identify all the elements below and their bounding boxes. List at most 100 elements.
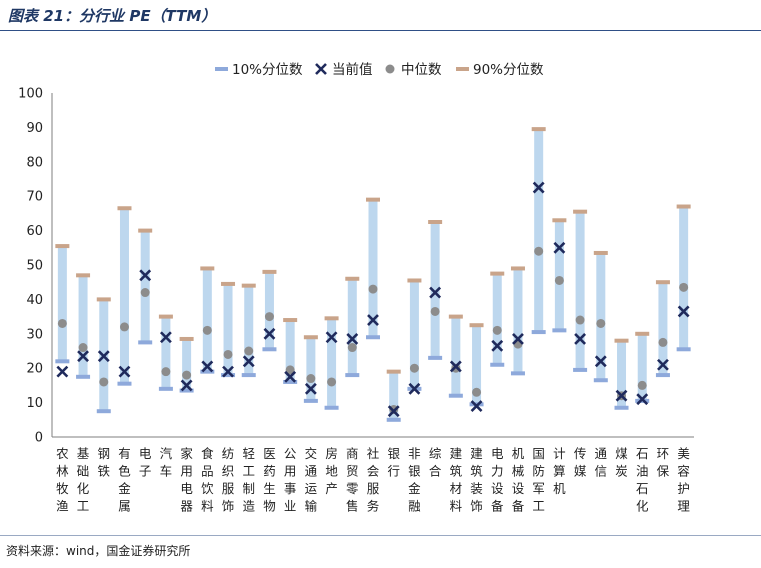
- range-bar: [223, 283, 233, 376]
- pe-range-chart: 10%分位数 当前值 中位数 90%分位数 0 10 20 30 40 50 60 70 80 90 10…: [18, 61, 694, 514]
- median-marker: [202, 325, 212, 335]
- median-marker: [679, 282, 689, 292]
- p10-marker: [573, 367, 588, 372]
- category-group: [324, 316, 339, 410]
- legend-label: 当前值: [332, 61, 373, 78]
- range-bar: [264, 271, 274, 350]
- range-bar: [554, 220, 564, 331]
- p10-marker: [138, 340, 153, 345]
- current-marker: [77, 350, 89, 363]
- p90-marker: [345, 276, 360, 281]
- p90-marker: [490, 271, 505, 276]
- p90-marker: [655, 280, 670, 285]
- p90-marker: [531, 127, 546, 132]
- x-tick-label: 交通运输: [305, 446, 318, 514]
- x-tick-label: 国防军工: [532, 446, 545, 514]
- plot-area: [55, 127, 691, 422]
- p10-marker: [221, 373, 236, 378]
- median-legend-swatch: [385, 64, 395, 74]
- p10-marker: [614, 405, 629, 410]
- x-tick-label: 家用电器: [180, 446, 193, 514]
- range-bar: [389, 371, 399, 420]
- current-marker: [636, 393, 649, 406]
- range-bar: [451, 316, 461, 396]
- current-marker: [408, 382, 421, 395]
- range-bar: [472, 325, 482, 405]
- p90-marker: [676, 204, 691, 209]
- current-marker: [222, 365, 234, 378]
- median-marker: [554, 275, 564, 285]
- median-marker: [140, 288, 150, 298]
- median-marker: [161, 367, 171, 377]
- legend-item-p90: 90%分位数: [456, 62, 544, 78]
- median-marker: [409, 363, 419, 373]
- p90-legend-swatch: [456, 67, 469, 71]
- category-group: [221, 281, 236, 378]
- x-tick-label: 银行: [387, 446, 400, 479]
- category-group: [96, 297, 111, 414]
- p90-marker: [55, 244, 70, 249]
- x-axis: 农林牧渔基础化工钢铁有色金属电子汽车家用电器食品饮料纺织服饰轻工制造医药生物公用…: [52, 436, 694, 514]
- current-marker: [263, 327, 276, 340]
- p90-marker: [324, 316, 339, 321]
- current-marker: [242, 355, 255, 368]
- current-marker: [139, 269, 152, 282]
- category-group: [55, 244, 70, 378]
- median-marker: [492, 325, 502, 335]
- category-group: [490, 271, 505, 367]
- current-marker: [180, 379, 193, 392]
- p10-marker: [200, 369, 215, 374]
- range-bar: [244, 285, 254, 376]
- current-marker: [284, 370, 297, 383]
- range-bar: [596, 252, 606, 381]
- x-tick-label: 纺织服饰: [222, 446, 235, 514]
- category-group: [262, 269, 277, 352]
- p90-marker: [241, 283, 256, 288]
- category-group: [593, 250, 608, 383]
- y-tick-label: 30: [26, 327, 43, 342]
- p90-marker: [283, 318, 298, 323]
- p10-marker: [303, 398, 318, 403]
- category-group: [138, 228, 153, 345]
- median-marker: [472, 387, 482, 397]
- p10-marker: [117, 381, 132, 386]
- y-tick-label: 70: [26, 190, 43, 205]
- category-group: [76, 273, 91, 379]
- p10-marker: [593, 378, 608, 383]
- p90-marker: [158, 314, 173, 319]
- x-tick-label: 有色金属: [118, 446, 131, 514]
- median-marker: [575, 315, 585, 325]
- range-bar: [78, 275, 88, 377]
- current-marker: [615, 389, 628, 402]
- current-marker: [97, 350, 110, 363]
- current-marker: [470, 400, 483, 412]
- legend-item-p10: 10%分位数: [215, 62, 303, 78]
- range-bar: [161, 316, 171, 389]
- p10-marker: [510, 371, 525, 376]
- current-legend-swatch: [315, 63, 327, 75]
- p90-marker: [386, 369, 401, 374]
- p90-marker: [96, 297, 111, 302]
- range-bar: [637, 333, 647, 401]
- x-tick-label: 农林牧渔: [56, 446, 69, 514]
- x-tick-label: 美容护理: [677, 446, 690, 514]
- p90-marker: [573, 209, 588, 214]
- median-marker: [57, 318, 67, 328]
- x-tick-label: 传媒: [574, 446, 587, 479]
- median-marker: [347, 343, 357, 353]
- y-tick-label: 90: [26, 121, 43, 136]
- category-group: [386, 369, 401, 422]
- x-tick-label: 机械设备: [512, 446, 525, 514]
- category-group: [531, 127, 546, 335]
- category-group: [158, 314, 173, 391]
- x-tick-label: 电子: [139, 446, 152, 479]
- p10-marker: [283, 379, 298, 384]
- p10-marker: [76, 374, 91, 379]
- x-tick-label: 通信: [595, 446, 608, 479]
- source-note: 资料来源：wind，国金证券研究所: [6, 544, 191, 558]
- median-marker: [182, 370, 192, 380]
- range-bar: [57, 246, 67, 362]
- p10-marker: [96, 409, 111, 414]
- category-group: [552, 218, 567, 333]
- current-marker: [574, 333, 587, 345]
